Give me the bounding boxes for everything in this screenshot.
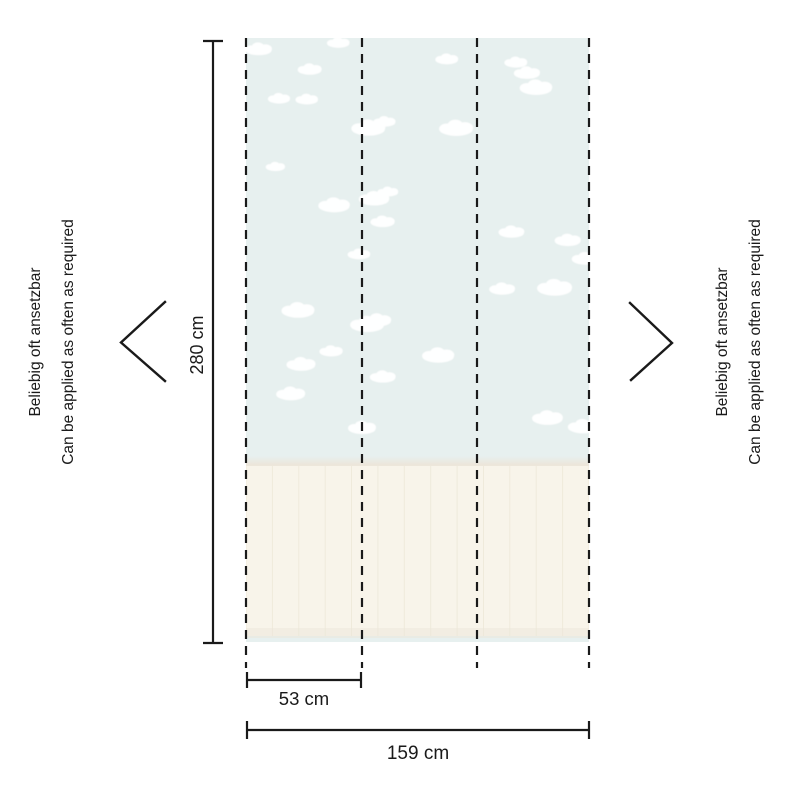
svg-text:Can be applied as often as req: Can be applied as often as required [747, 219, 764, 465]
svg-text:Can be applied as often as req: Can be applied as often as required [60, 219, 77, 465]
svg-text:280 cm: 280 cm [187, 315, 207, 374]
svg-text:Beliebig oft ansetzbar: Beliebig oft ansetzbar [27, 267, 44, 416]
svg-text:53 cm: 53 cm [279, 688, 329, 709]
svg-text:Beliebig oft ansetzbar: Beliebig oft ansetzbar [714, 267, 731, 416]
svg-text:159 cm: 159 cm [387, 743, 449, 764]
